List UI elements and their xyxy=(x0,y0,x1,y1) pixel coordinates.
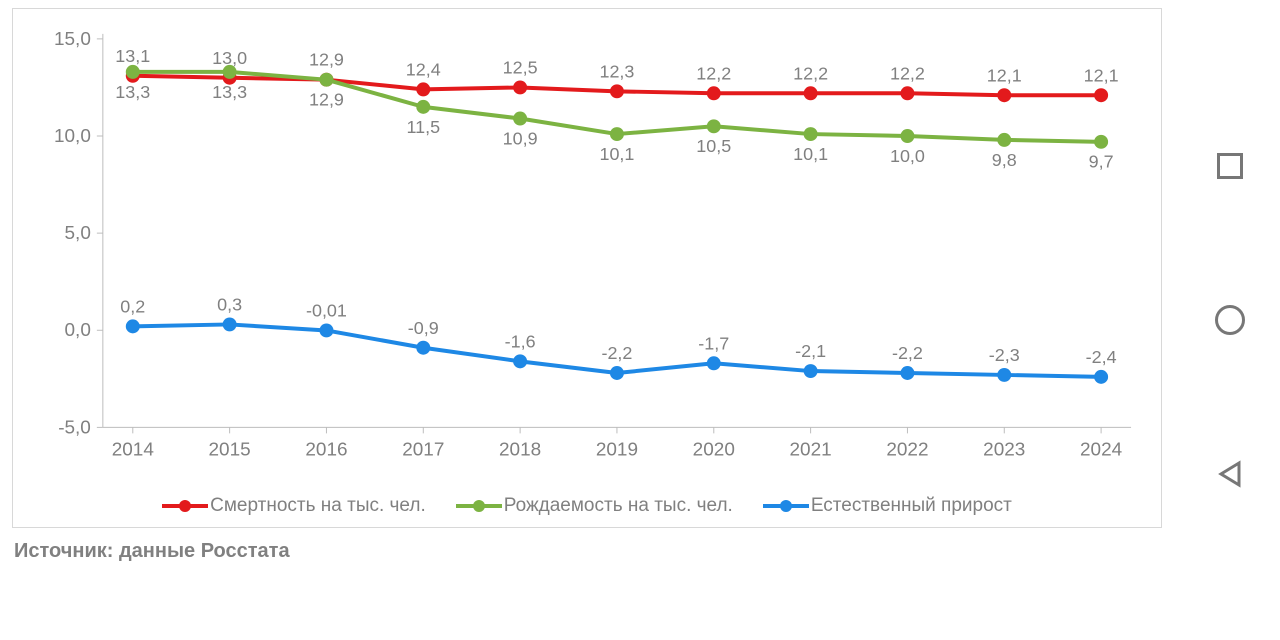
svg-text:5,0: 5,0 xyxy=(65,223,91,244)
svg-text:13,1: 13,1 xyxy=(115,46,150,66)
svg-text:-2,2: -2,2 xyxy=(601,343,632,363)
svg-text:2023: 2023 xyxy=(983,439,1025,460)
svg-text:13,3: 13,3 xyxy=(115,82,150,102)
chart-frame: -5,0 0,0 5,0 10,0 15,0 2014 2015 2016 2017 2018 20… xyxy=(12,8,1162,528)
svg-text:15,0: 15,0 xyxy=(54,29,91,50)
svg-text:2020: 2020 xyxy=(693,439,735,460)
svg-text:-1,7: -1,7 xyxy=(698,333,729,353)
legend-item-birthrate: Рождаемость на тыс. чел. xyxy=(456,495,733,517)
legend-item-natural: Естественный прирост xyxy=(763,495,1012,517)
svg-text:2022: 2022 xyxy=(886,439,928,460)
legend-swatch xyxy=(162,499,208,513)
svg-text:-5,0: -5,0 xyxy=(58,417,91,438)
legend-label: Естественный прирост xyxy=(811,495,1012,517)
back-icon[interactable] xyxy=(1213,457,1247,491)
svg-text:10,0: 10,0 xyxy=(54,126,91,147)
source-text: Источник: данные Росстата xyxy=(14,540,290,563)
svg-text:12,9: 12,9 xyxy=(309,90,344,110)
svg-text:11,5: 11,5 xyxy=(406,117,440,137)
svg-text:-1,6: -1,6 xyxy=(505,331,536,351)
legend-item-mortality: Смертность на тыс. чел. xyxy=(162,495,426,517)
svg-text:12,3: 12,3 xyxy=(599,61,634,81)
svg-text:9,8: 9,8 xyxy=(992,150,1017,170)
svg-text:10,5: 10,5 xyxy=(696,136,731,156)
svg-text:-2,2: -2,2 xyxy=(892,343,923,363)
svg-text:12,5: 12,5 xyxy=(503,58,538,78)
svg-text:2014: 2014 xyxy=(112,439,154,460)
svg-text:2018: 2018 xyxy=(499,439,541,460)
svg-text:-2,1: -2,1 xyxy=(795,341,826,361)
recent-apps-icon[interactable] xyxy=(1213,149,1247,183)
svg-text:-0,01: -0,01 xyxy=(306,301,347,321)
svg-text:2024: 2024 xyxy=(1080,439,1122,460)
svg-text:12,9: 12,9 xyxy=(309,50,344,70)
svg-text:10,0: 10,0 xyxy=(890,146,925,166)
legend-swatch xyxy=(763,499,809,513)
svg-text:2017: 2017 xyxy=(402,439,444,460)
svg-text:2016: 2016 xyxy=(305,439,347,460)
svg-text:2021: 2021 xyxy=(790,439,832,460)
home-icon[interactable] xyxy=(1213,303,1247,337)
svg-text:12,2: 12,2 xyxy=(890,63,925,83)
svg-text:13,0: 13,0 xyxy=(212,48,247,68)
svg-text:2019: 2019 xyxy=(596,439,638,460)
svg-text:2015: 2015 xyxy=(209,439,251,460)
svg-text:10,1: 10,1 xyxy=(599,144,634,164)
svg-text:12,2: 12,2 xyxy=(696,63,731,83)
legend-swatch xyxy=(456,499,502,513)
svg-text:9,7: 9,7 xyxy=(1089,152,1114,172)
legend-label: Смертность на тыс. чел. xyxy=(210,495,426,517)
android-nav-bar xyxy=(1200,0,1260,640)
svg-text:-2,3: -2,3 xyxy=(989,345,1020,365)
line-chart: -5,0 0,0 5,0 10,0 15,0 2014 2015 2016 2017 2018 20… xyxy=(13,9,1161,527)
legend: Смертность на тыс. чел. Рождаемость на т… xyxy=(13,495,1161,517)
svg-text:10,1: 10,1 xyxy=(793,144,828,164)
svg-text:10,9: 10,9 xyxy=(503,128,538,148)
svg-text:0,0: 0,0 xyxy=(65,320,91,341)
svg-text:-2,4: -2,4 xyxy=(1086,347,1117,367)
svg-text:-0,9: -0,9 xyxy=(408,318,439,338)
svg-text:13,3: 13,3 xyxy=(212,82,247,102)
svg-text:12,1: 12,1 xyxy=(987,65,1022,85)
legend-label: Рождаемость на тыс. чел. xyxy=(504,495,733,517)
svg-text:0,3: 0,3 xyxy=(217,295,242,315)
svg-text:12,2: 12,2 xyxy=(793,63,828,83)
svg-text:12,4: 12,4 xyxy=(406,59,441,79)
svg-text:0,2: 0,2 xyxy=(120,296,145,316)
svg-text:12,1: 12,1 xyxy=(1084,65,1119,85)
